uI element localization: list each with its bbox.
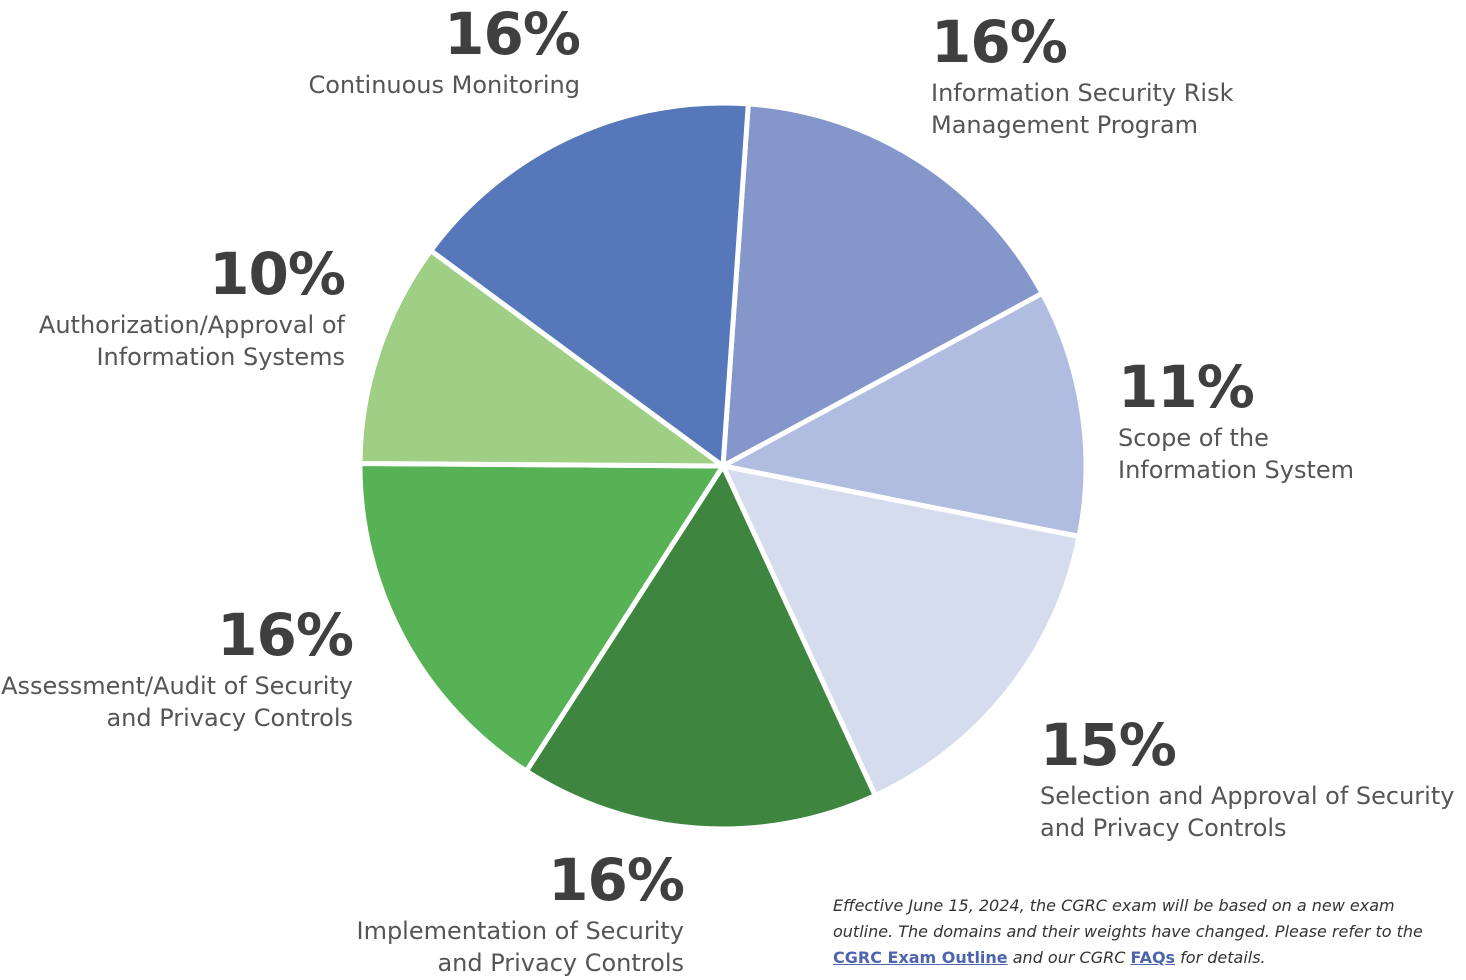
slice-name: Selection and Approval of Security and P… xyxy=(1040,782,1455,842)
slice-label-selection: 15% Selection and Approval of Security a… xyxy=(1040,716,1454,844)
slice-label-authorization: 10% Authorization/Approval of Informatio… xyxy=(38,240,346,373)
pie-slice-scope xyxy=(720,290,1089,540)
slice-label-continuous-monitoring: 16% Continuous Monitoring xyxy=(308,0,581,101)
slice-name: Scope of the Information System xyxy=(1118,424,1355,484)
slice-percent: 10% xyxy=(209,240,346,308)
pie-slice-authorization xyxy=(357,248,726,469)
pie-slice-implementation xyxy=(523,463,878,832)
slice-name: Assessment/Audit of Security and Privacy… xyxy=(1,672,353,732)
slice-percent: 16% xyxy=(217,601,354,669)
slice-label-risk-program: 16% Information Security Risk Management… xyxy=(931,13,1233,141)
pie-slice-continuous-monitoring xyxy=(428,100,751,469)
faqs-link[interactable]: FAQs xyxy=(1130,948,1176,967)
slice-percent: 11% xyxy=(1118,353,1255,421)
footnote-text: Effective June 15, 2024, the CGRC exam w… xyxy=(833,896,1423,941)
slice-name: Authorization/Approval of Information Sy… xyxy=(38,311,345,371)
footnote-text: for details. xyxy=(1175,948,1266,967)
slice-name: Implementation of Security and Privacy C… xyxy=(356,917,684,977)
pie-slice-assessment xyxy=(357,460,726,774)
pie-slice-selection xyxy=(720,463,1082,799)
slice-percent: 15% xyxy=(1040,711,1177,779)
exam-outline-link[interactable]: CGRC Exam Outline xyxy=(833,948,1008,967)
slice-label-implementation: 16% Implementation of Security and Priva… xyxy=(356,846,685,979)
pie-slice-risk-program xyxy=(720,101,1045,469)
slice-percent: 16% xyxy=(444,0,581,68)
slice-name: Information Security Risk Management Pro… xyxy=(931,79,1234,139)
slice-label-scope: 11% Scope of the Information System xyxy=(1118,358,1354,486)
slice-percent: 16% xyxy=(931,8,1068,76)
slice-name: Continuous Monitoring xyxy=(308,71,580,99)
footnote-text: and our CGRC xyxy=(1007,948,1131,967)
footnote: Effective June 15, 2024, the CGRC exam w… xyxy=(833,893,1458,971)
slice-percent: 16% xyxy=(548,846,685,914)
slice-label-assessment: 16% Assessment/Audit of Security and Pri… xyxy=(1,601,354,734)
